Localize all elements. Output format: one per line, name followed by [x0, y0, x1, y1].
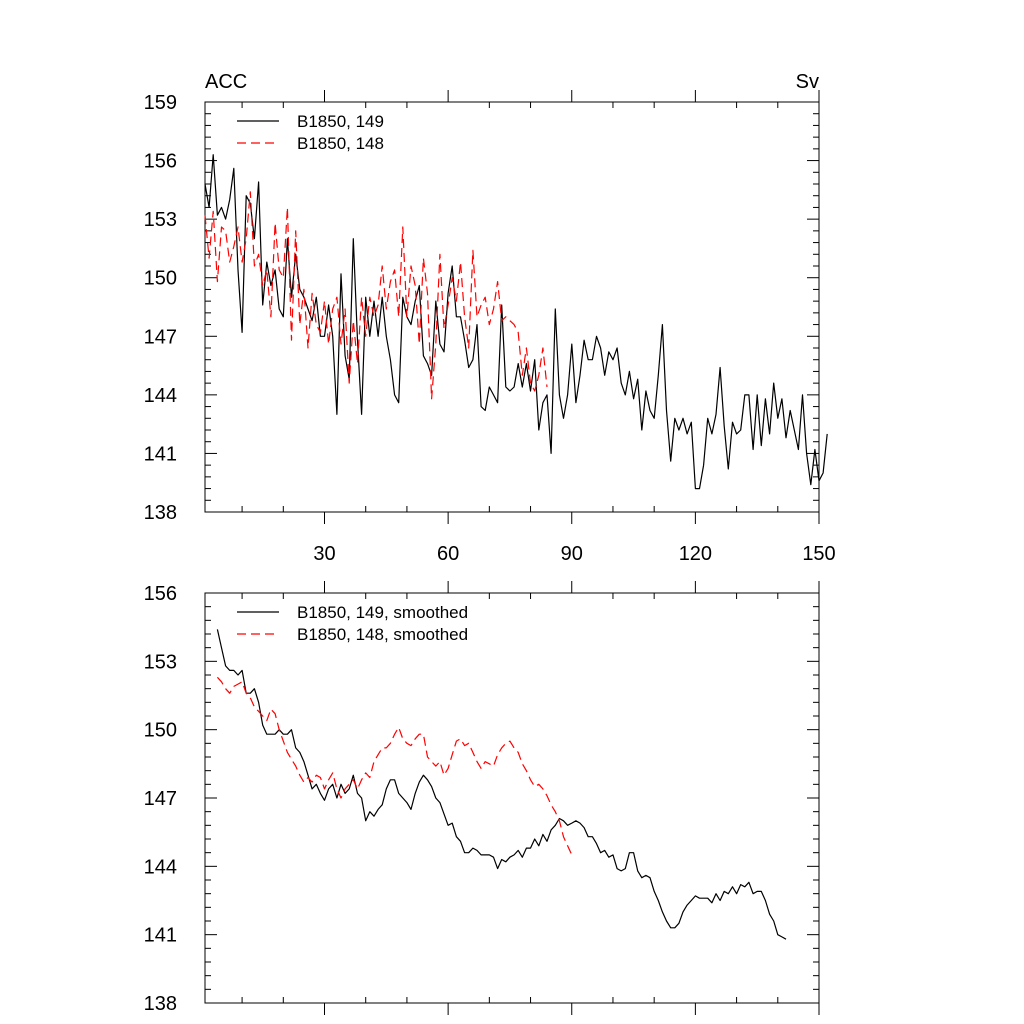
y-tick-label: 141	[144, 925, 177, 947]
series-line-1	[216, 629, 787, 940]
y-tick-label: 144	[144, 856, 177, 878]
plot-frame	[204, 101, 820, 513]
y-tick-label: 147	[144, 326, 177, 348]
y-tick-label: 138	[144, 993, 177, 1015]
y-tick-label: 147	[144, 788, 177, 810]
series-line-2	[216, 676, 573, 856]
legend-label: B1850, 148	[297, 134, 384, 153]
right-corner-label: Sv	[796, 71, 819, 93]
y-tick-label: 144	[144, 385, 177, 407]
y-tick-label: 156	[144, 583, 177, 605]
x-tick-label: 90	[561, 543, 583, 565]
legend-label: B1850, 148, smoothed	[297, 625, 468, 644]
y-tick-label: 150	[144, 268, 177, 290]
x-tick-label: 120	[679, 543, 712, 565]
series-line-1	[204, 154, 828, 490]
y-tick-label: 159	[144, 92, 177, 114]
series-line-2	[204, 191, 548, 400]
left-corner-label: ACC	[205, 71, 247, 93]
x-tick-label: 150	[802, 543, 835, 565]
y-tick-label: 156	[144, 151, 177, 173]
legend-label: B1850, 149, smoothed	[297, 603, 468, 622]
chart-panel-raw: 138 141 144 147 150 153 156 159 30 60 90 120 150 ACC S…	[144, 71, 836, 565]
legend-label: B1850, 149	[297, 112, 384, 131]
x-tick-label: 60	[437, 543, 459, 565]
chart-panel-smoothed: 138 141 144 147 150 153 156 B1850, 149, smoothe…	[144, 581, 820, 1015]
y-tick-label: 141	[144, 443, 177, 465]
y-tick-label: 153	[144, 651, 177, 673]
plot-frame	[204, 592, 820, 1004]
y-tick-label: 153	[144, 209, 177, 231]
x-tick-label: 30	[313, 543, 335, 565]
y-tick-label: 138	[144, 502, 177, 524]
y-tick-label: 150	[144, 720, 177, 742]
